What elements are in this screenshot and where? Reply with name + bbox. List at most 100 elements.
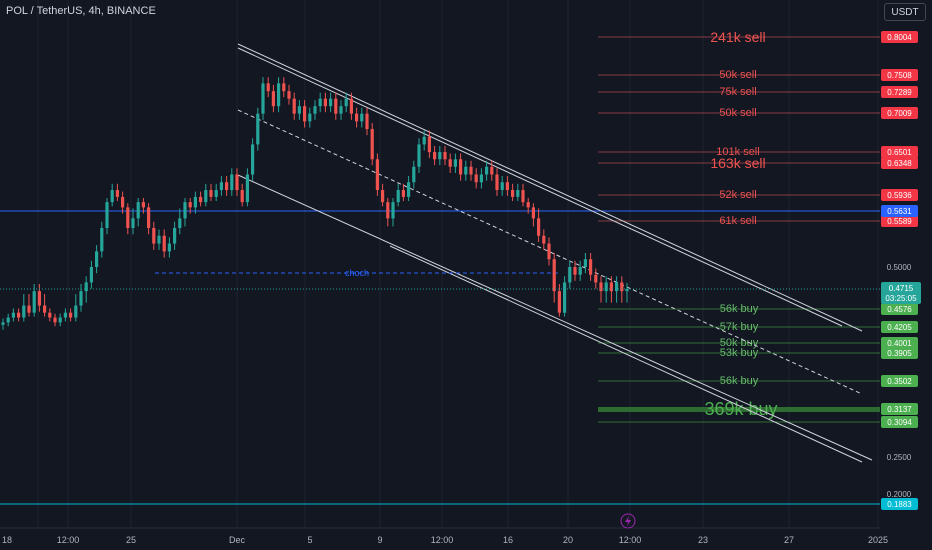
buy-price-tag-text: 0.4205	[887, 323, 912, 332]
candle-body	[334, 98, 338, 114]
candle-body	[349, 98, 353, 114]
buy-level-label: 50k buy	[720, 337, 759, 349]
candle-body	[204, 190, 208, 203]
candle-body	[282, 83, 286, 92]
candle-body	[443, 152, 447, 160]
candle-body	[214, 190, 218, 197]
buy-zone	[598, 407, 880, 412]
candle-body	[453, 159, 457, 167]
choch-label: choch	[345, 268, 369, 278]
buy-level-label: 369k buy	[704, 399, 777, 419]
blue-price-tag-text: 0.1883	[887, 500, 912, 509]
sell-price-tag	[881, 31, 918, 43]
sell-level-label: 75k sell	[719, 86, 756, 98]
buy-level-label: 53k buy	[720, 347, 759, 359]
candle-body	[318, 98, 322, 107]
currency-button[interactable]: USDT	[884, 3, 926, 21]
sell-level-label: 163k sell	[710, 155, 765, 171]
buy-price-tag-text: 0.3094	[887, 418, 912, 427]
price-levels: 241k sell 50k sell 75k sell 50k sell 101k se…	[0, 29, 880, 505]
price-axis-labels: 0.8004 0.7508 0.7289 0.7009 0.6501 0.6348 0.59…	[881, 31, 921, 510]
candle-body	[225, 182, 229, 191]
time-axis	[0, 528, 880, 550]
sell-level-label: 101k sell	[716, 146, 759, 158]
time-tick-label: Dec	[229, 535, 246, 545]
candles	[1, 77, 629, 330]
candle-body	[474, 174, 478, 183]
candle-body	[147, 207, 151, 228]
candle-body	[344, 98, 348, 107]
candle-body	[152, 227, 156, 244]
candle-body	[427, 136, 431, 153]
candle-body	[121, 196, 125, 208]
sell-level-label: 241k sell	[710, 29, 765, 45]
sell-price-tag	[881, 189, 918, 201]
time-tick-label: 20	[563, 535, 573, 545]
candle-body	[63, 312, 67, 318]
candle-body	[74, 305, 78, 318]
candle-body	[199, 196, 203, 203]
candle-body	[167, 243, 171, 252]
buy-level-label: 56k buy	[720, 303, 759, 315]
sell-price-tag	[881, 146, 918, 158]
buy-price-tag-text: 0.3502	[887, 377, 912, 386]
buy-price-tag	[881, 347, 918, 359]
candle-body	[464, 166, 468, 175]
buy-price-tag	[881, 337, 918, 349]
time-tick-label: 12:00	[57, 535, 80, 545]
candle-body	[365, 113, 369, 130]
candle-body	[126, 207, 130, 228]
candle-body	[303, 106, 307, 122]
descending-channel	[237, 43, 873, 463]
buy-level-label: 57k buy	[720, 321, 759, 333]
buy-price-tag-text: 0.4001	[887, 339, 912, 348]
candle-body	[251, 144, 255, 175]
sell-price-tag-text: 0.7289	[887, 88, 912, 97]
candle-body	[17, 312, 21, 318]
time-tick-label: 16	[503, 535, 513, 545]
time-tick-label: 18	[2, 535, 12, 545]
lightning-icon[interactable]	[620, 513, 636, 529]
sell-price-tag-text: 0.5589	[887, 217, 912, 226]
buy-price-tag	[881, 375, 918, 387]
candle-body	[459, 159, 463, 175]
candle-body	[360, 113, 364, 122]
candle-body	[69, 312, 73, 318]
candle-body	[339, 106, 343, 114]
candle-body	[261, 83, 265, 114]
candle-body	[271, 91, 275, 107]
buy-price-tag	[881, 303, 918, 315]
current-price-text: 0.4715	[889, 284, 914, 293]
candle-body	[188, 202, 192, 208]
current-price-tag	[881, 282, 921, 304]
candle-body	[370, 129, 374, 160]
candle-body	[604, 282, 608, 292]
candle-body	[381, 190, 385, 203]
candle-body	[193, 196, 197, 208]
candle-body	[219, 182, 223, 191]
candle-body	[433, 152, 437, 160]
candle-body	[84, 282, 88, 292]
candle-body	[89, 267, 93, 283]
candle-body	[557, 291, 561, 313]
buy-price-tag-text: 0.4576	[887, 305, 912, 314]
candle-body	[511, 190, 515, 197]
candle-body	[79, 291, 83, 306]
candle-body	[386, 202, 390, 219]
time-tick-label: 2025	[868, 535, 888, 545]
candle-body	[178, 218, 182, 228]
candle-body	[95, 251, 99, 267]
candle-body	[105, 202, 109, 228]
candle-body	[479, 174, 483, 183]
time-tick-label: 25	[126, 535, 136, 545]
candle-body	[43, 305, 47, 313]
candle-body	[563, 282, 567, 313]
candle-body	[422, 136, 426, 145]
sell-price-tag	[881, 69, 918, 81]
candle-body	[615, 282, 619, 292]
candle-body	[401, 190, 405, 197]
candle-body	[620, 282, 624, 292]
candle-body	[136, 202, 140, 219]
candle-body	[240, 190, 244, 203]
